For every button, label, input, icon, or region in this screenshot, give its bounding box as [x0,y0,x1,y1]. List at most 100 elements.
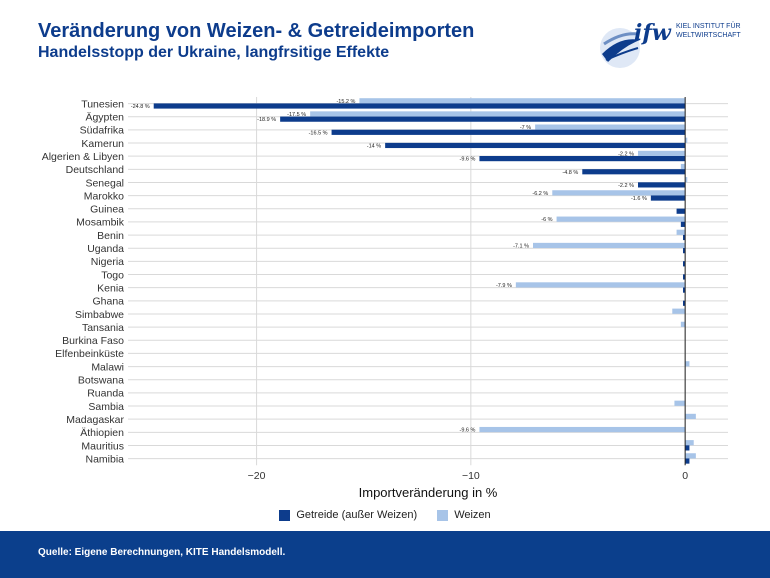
bar-getreide [676,208,686,214]
bar-getreide [683,287,686,293]
category-label: Tansania [82,322,124,334]
bar-weizen [479,426,686,433]
category-label: Kenia [97,282,124,294]
category-label: Malawi [91,361,124,373]
bar-weizen [533,242,686,249]
data-label-weizen: -7.1 % [513,243,529,249]
bar-getreide [582,169,686,175]
logo-line-1: KIEL INSTITUT FÜR [676,22,741,30]
logo-mark: ifw [634,20,672,46]
globe-icon [600,28,640,68]
bar-weizen [685,453,696,459]
category-label: Simbabwe [75,309,124,321]
category-label: Kamerun [81,138,124,150]
category-label: Burkina Faso [62,335,124,347]
data-label-getreide: -14 % [367,143,381,149]
bar-weizen [685,440,694,446]
legend-item-getreide: Getreide (außer Weizen) [279,509,417,521]
bar-getreide [683,234,686,241]
legend-label-weizen: Weizen [454,509,491,521]
logo-line-2: WELTWIRTSCHAFT [676,32,741,39]
bar-getreide [680,221,686,227]
data-label-weizen: -7.9 % [496,283,512,289]
bar-getreide [638,182,686,188]
bar-getreide [683,300,686,306]
category-label: Madagaskar [66,414,124,426]
data-label-getreide: -18.9 % [257,117,276,123]
bar-weizen [359,98,686,104]
category-label: Ruanda [87,388,124,400]
bar-getreide [685,458,690,464]
x-tick-label: 0 [682,470,688,482]
chart-title: Veränderung von Weizen- & Getreideimport… [38,20,475,42]
bar-weizen [674,400,686,406]
data-label-weizen: -7 % [520,125,531,131]
bar-weizen [552,190,686,196]
chart-subtitle: Handelsstopp der Ukraine, langfrsitige E… [38,44,390,61]
footer-bar: Quelle: Eigene Berechnungen, KITE Handel… [0,531,770,578]
x-tick-label: −10 [462,470,480,482]
bar-weizen [676,229,686,235]
category-label: Deutschland [66,164,125,176]
bar-weizen [680,163,686,170]
bar-weizen [680,321,686,327]
category-label: Tunesien [81,98,124,110]
data-label-getreide: -4.8 % [562,170,578,176]
data-label-getreide: -9.6 % [460,157,476,163]
bar-weizen [685,177,688,183]
data-label-weizen: -9.6 % [460,428,476,434]
bar-getreide [685,445,690,451]
data-label-weizen: -6 % [541,217,552,223]
category-label: Ägypten [85,112,124,124]
data-label-getreide: -1.6 % [631,196,647,202]
bar-chart: -15.2 % -24.8 % -17.5 % -18.9 % -7 % -16.5 % -… [42,97,728,500]
legend-label-getreide: Getreide (außer Weizen) [296,509,418,521]
bar-getreide [683,274,686,280]
data-label-getreide: -24.8 % [131,104,150,110]
bar-weizen [638,150,686,156]
bar-weizen [685,413,696,419]
bar-getreide [479,156,686,162]
data-label-weizen: -17.5 % [287,112,306,118]
data-label-weizen: -15.2 % [336,99,355,105]
category-label: Südafrika [80,125,125,137]
bar-getreide [153,103,686,109]
category-label: Nigeria [91,256,124,268]
bar-weizen [685,137,688,143]
legend-swatch-weizen [437,509,449,521]
data-label-weizen: -2.2 % [618,151,634,157]
category-label: Botswana [78,375,124,387]
bar-getreide [683,261,686,267]
bar-weizen [310,111,686,117]
category-label: Mosambik [76,217,125,229]
legend-item-weizen: Weizen [437,509,491,521]
source-note: Quelle: Eigene Berechnungen, KITE Handel… [38,547,286,558]
bar-weizen [556,216,686,222]
bar-getreide [683,248,686,254]
data-label-getreide: -16.5 % [309,130,328,136]
category-label: Algerien & Libyen [42,151,124,163]
category-label: Marokko [84,190,124,202]
category-label: Ghana [92,296,124,308]
x-axis-label: Importveränderung in % [359,485,498,500]
bar-getreide [331,129,686,135]
category-label: Äthiopien [80,427,124,439]
data-label-getreide: -2.2 % [618,183,634,189]
bar-weizen [535,124,686,130]
category-label: Elfenbeinküste [55,348,124,360]
category-label: Togo [101,269,124,281]
bar-weizen [672,308,686,314]
category-label: Senegal [85,177,124,189]
bar-weizen [685,361,690,367]
legend-swatch-getreide [279,509,291,521]
category-label: Guinea [90,204,124,216]
bar-weizen [515,282,686,288]
category-label: Namibia [85,453,124,465]
category-label: Benin [97,230,124,242]
ifw-logo: ifw KIEL INSTITUT FÜR WELTWIRTSCHAFT [600,20,741,68]
bar-getreide [650,195,686,201]
bar-getreide [385,142,686,149]
category-label: Sambia [88,401,124,413]
legend: Getreide (außer Weizen) Weizen [0,507,770,523]
bar-getreide [280,116,686,122]
